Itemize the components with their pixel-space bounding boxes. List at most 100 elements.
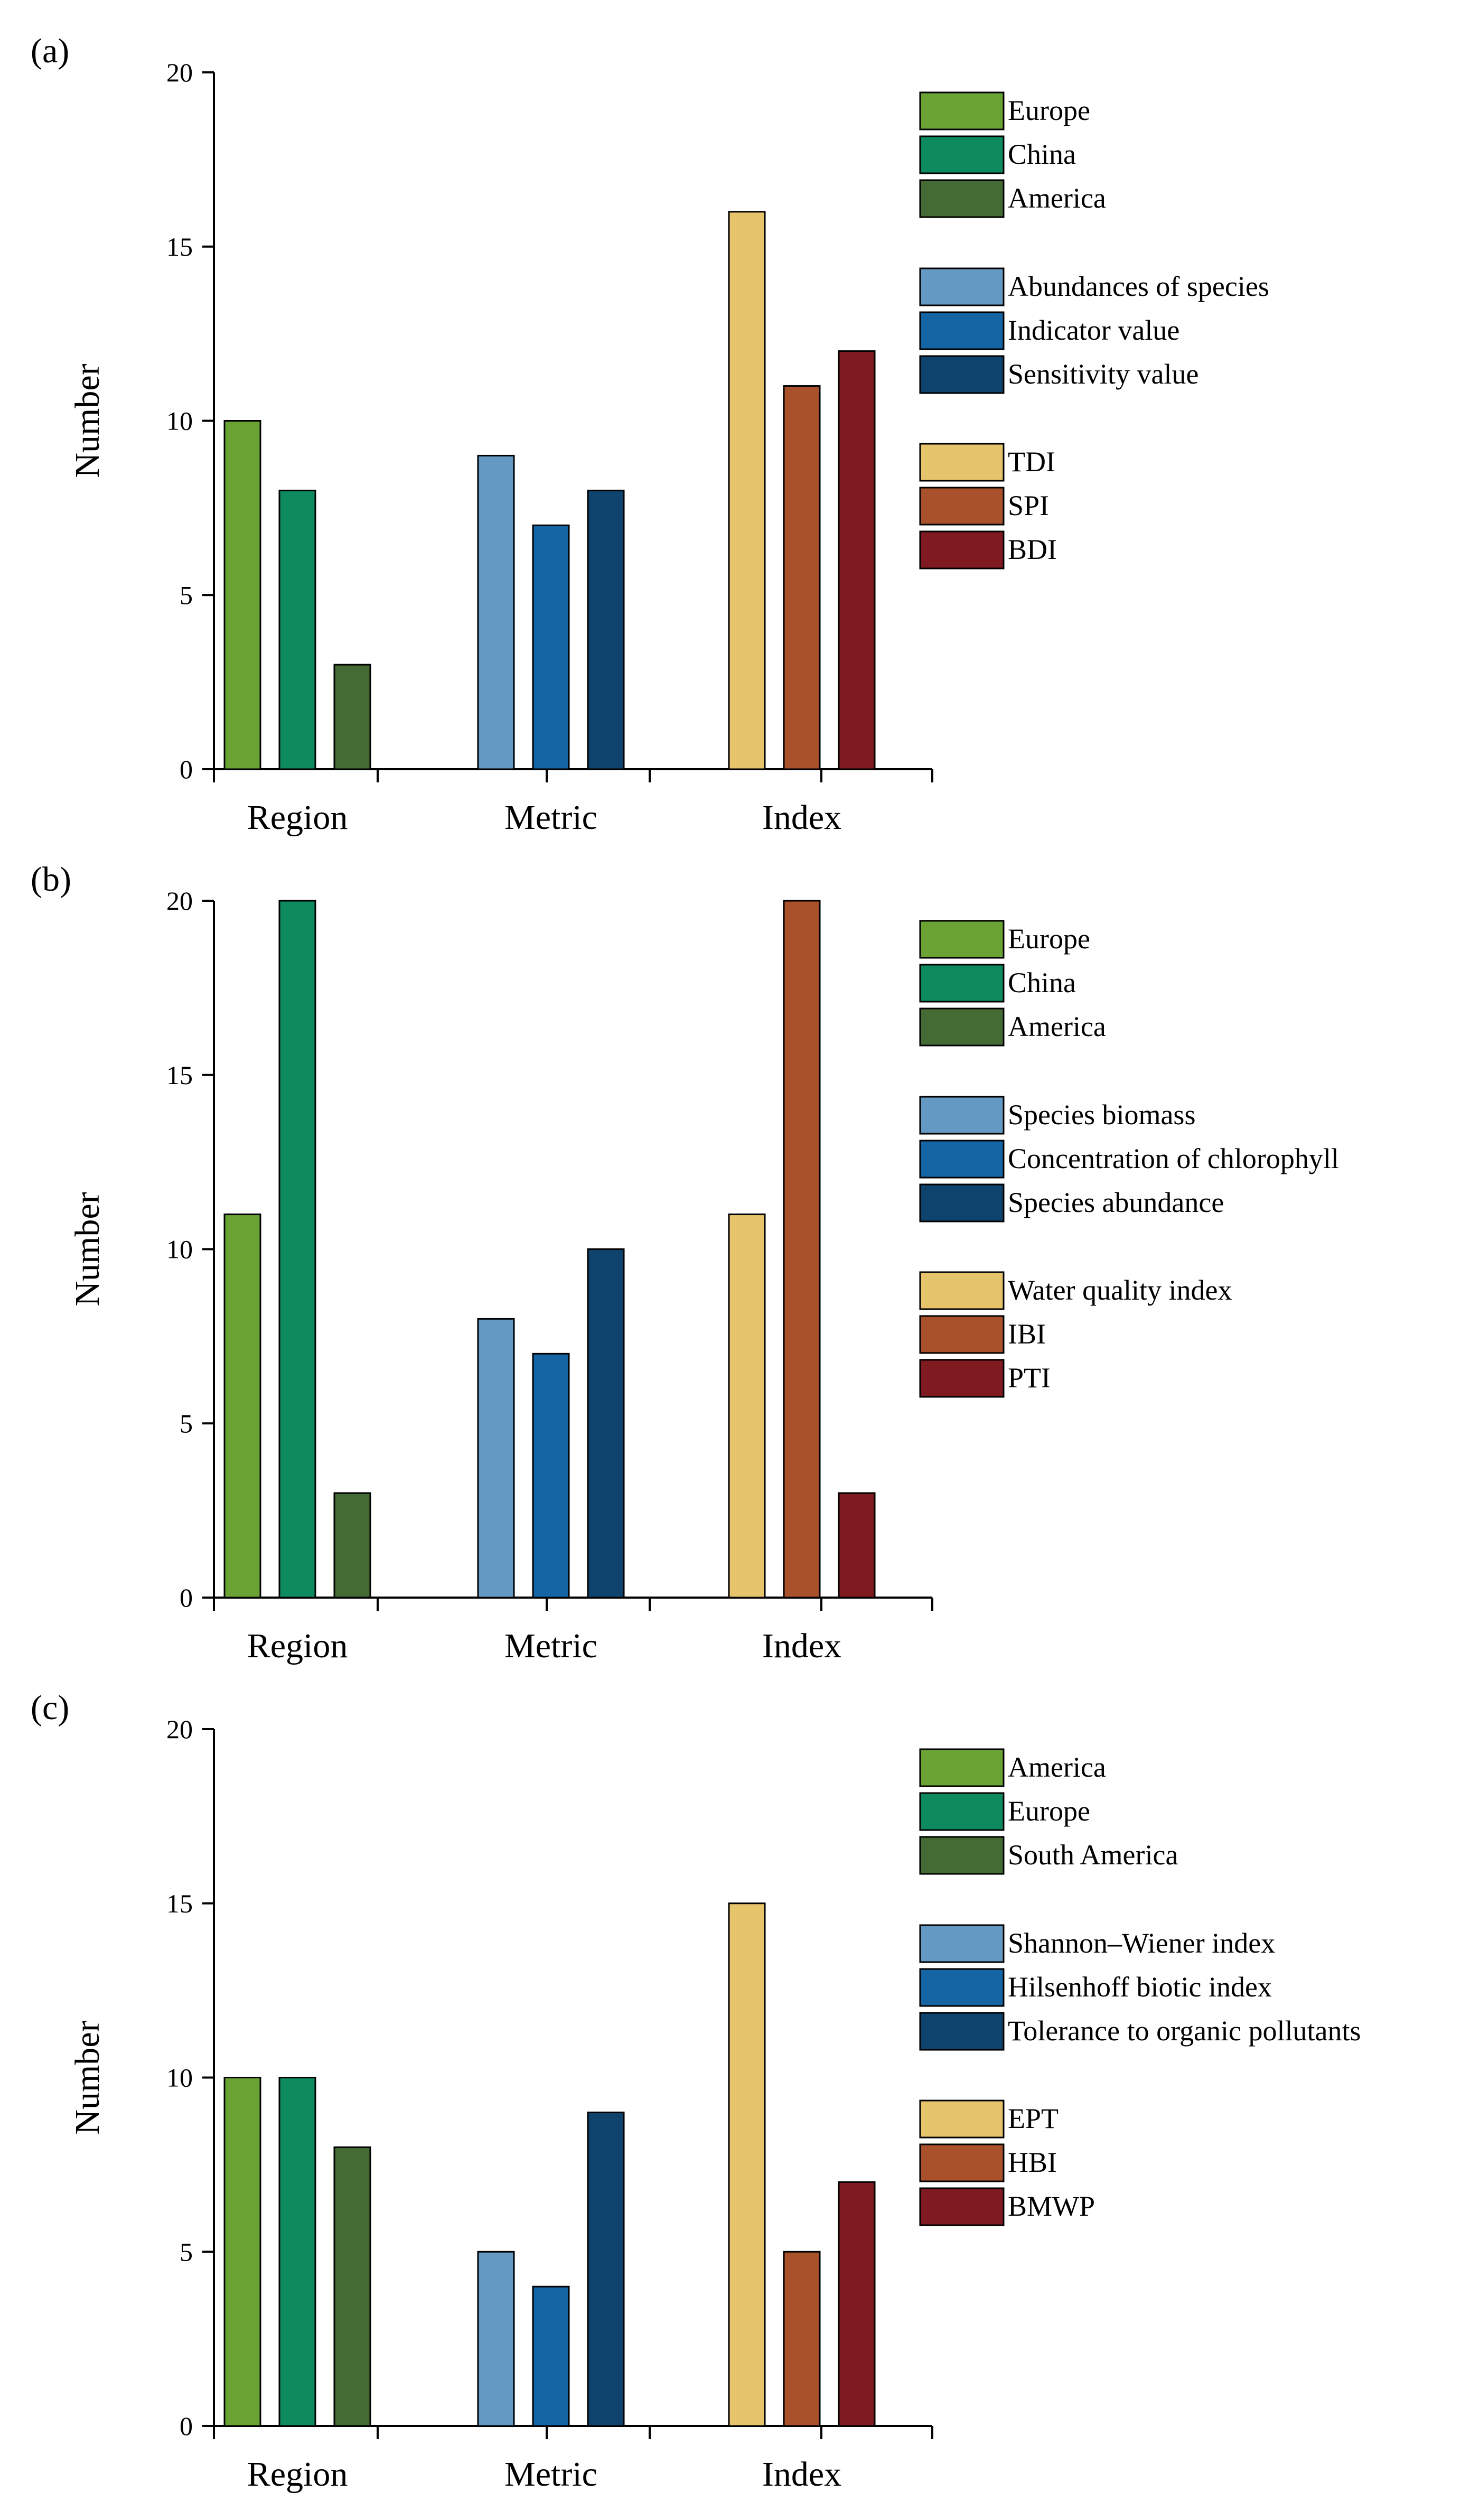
legend-label: TDI xyxy=(1008,446,1055,478)
x-category-label: Index xyxy=(762,2455,841,2494)
legend-label: China xyxy=(1008,138,1076,170)
legend-swatch xyxy=(919,487,1005,526)
bar-region-3 xyxy=(333,1492,371,1599)
y-tick-label: 0 xyxy=(180,1583,193,1612)
bar-region-1 xyxy=(223,2077,261,2427)
bar-metric-1 xyxy=(477,1318,515,1599)
legend-swatch xyxy=(919,1359,1005,1398)
chart-panel-2: (b) Number 0 5 10 15 20 Region Metric Index Europe… xyxy=(31,860,1339,1665)
legend-swatch xyxy=(919,1748,1005,1787)
y-tick-label: 0 xyxy=(180,754,193,784)
legend-swatch xyxy=(919,2012,1005,2051)
legend-label: SPI xyxy=(1008,490,1049,521)
bar-metric-2 xyxy=(532,524,570,770)
x-category-label: Region xyxy=(247,2455,348,2494)
y-tick-label: 20 xyxy=(166,58,193,87)
y-tick-label: 20 xyxy=(166,886,193,916)
bar-metric-2 xyxy=(532,1352,570,1599)
legend-swatch xyxy=(919,2187,1005,2226)
legend-swatch xyxy=(919,91,1005,130)
chart-panel-1: (a) Number 0 5 10 15 20 Region Metric Index Europe… xyxy=(31,32,1269,837)
legend-label: IBI xyxy=(1008,1318,1046,1350)
bar-index-1 xyxy=(728,1214,766,1599)
legend-swatch xyxy=(919,1140,1005,1179)
y-tick-label: 10 xyxy=(166,406,193,436)
x-category-label: Metric xyxy=(504,798,597,837)
legend-swatch xyxy=(919,1271,1005,1310)
legend-swatch xyxy=(919,267,1005,306)
legend-swatch xyxy=(919,1096,1005,1135)
legend-swatch xyxy=(919,311,1005,350)
legend-label: Hilsenhoff biotic index xyxy=(1008,1971,1272,2003)
legend-label: BMWP xyxy=(1008,2190,1095,2222)
legend-label: Indicator value xyxy=(1008,314,1179,346)
bar-index-2 xyxy=(783,385,821,770)
legend-label: South America xyxy=(1008,1839,1178,1871)
bar-region-2 xyxy=(278,900,316,1599)
bar-index-3 xyxy=(838,2181,876,2427)
legend-swatch xyxy=(919,443,1005,482)
legend-swatch xyxy=(919,1924,1005,1963)
legend-label: Europe xyxy=(1008,923,1090,955)
bar-region-1 xyxy=(223,420,261,770)
x-category-label: Index xyxy=(762,798,841,837)
y-axis-label: Number xyxy=(68,2020,107,2134)
legend-swatch xyxy=(919,1315,1005,1354)
x-category-label: Region xyxy=(247,1627,348,1665)
legend-label: BDI xyxy=(1008,534,1057,565)
legend-label: Species biomass xyxy=(1008,1099,1195,1131)
bar-index-1 xyxy=(728,1902,766,2427)
y-axis-label: Number xyxy=(68,363,107,478)
legend-swatch xyxy=(919,179,1005,218)
y-axis-label: Number xyxy=(68,1192,107,1306)
legend-label: China xyxy=(1008,967,1076,998)
legend-swatch xyxy=(919,920,1005,959)
legend-swatch xyxy=(919,1836,1005,1875)
bar-metric-2 xyxy=(532,2285,570,2427)
bar-metric-1 xyxy=(477,2251,515,2427)
legend-label: Sensitivity value xyxy=(1008,358,1198,390)
bar-metric-3 xyxy=(587,1248,625,1599)
x-category-label: Region xyxy=(247,798,348,837)
legend-swatch xyxy=(919,2143,1005,2182)
bar-region-3 xyxy=(333,2146,371,2427)
y-tick-label: 10 xyxy=(166,1235,193,1264)
bar-region-2 xyxy=(278,2077,316,2427)
legend-swatch xyxy=(919,964,1005,1003)
legend-swatch xyxy=(919,1968,1005,2007)
panel-label: (c) xyxy=(31,1688,69,1727)
legend-label: Europe xyxy=(1008,1795,1090,1827)
bar-index-1 xyxy=(728,211,766,770)
bar-metric-3 xyxy=(587,489,625,770)
legend-label: Abundances of species xyxy=(1008,270,1269,302)
y-tick-label: 15 xyxy=(166,1060,193,1090)
y-tick-label: 10 xyxy=(166,2063,193,2093)
legend-label: Tolerance to organic pollutants xyxy=(1008,2015,1361,2047)
y-tick-label: 15 xyxy=(166,1889,193,1918)
y-tick-label: 20 xyxy=(166,1714,193,1744)
bar-index-2 xyxy=(783,900,821,1599)
bar-index-3 xyxy=(838,1492,876,1599)
legend-swatch xyxy=(919,355,1005,394)
y-tick-label: 5 xyxy=(180,2237,193,2266)
x-category-label: Metric xyxy=(504,2455,597,2494)
x-category-label: Metric xyxy=(504,1627,597,1665)
legend-label: Europe xyxy=(1008,95,1090,126)
bar-region-2 xyxy=(278,489,316,770)
y-tick-label: 5 xyxy=(180,580,193,610)
legend-label: EPT xyxy=(1008,2103,1059,2134)
legend-label: Species abundance xyxy=(1008,1187,1224,1218)
bar-index-2 xyxy=(783,2251,821,2427)
bar-index-3 xyxy=(838,350,876,770)
legend-swatch xyxy=(919,1007,1005,1047)
bar-region-1 xyxy=(223,1214,261,1599)
legend-swatch xyxy=(919,1183,1005,1222)
panel-label: (b) xyxy=(31,860,71,899)
legend-label: HBI xyxy=(1008,2146,1057,2178)
bar-region-3 xyxy=(333,664,371,770)
legend-label: America xyxy=(1008,1751,1106,1783)
bar-metric-3 xyxy=(587,2111,625,2427)
x-category-label: Index xyxy=(762,1627,841,1665)
bar-metric-1 xyxy=(477,454,515,770)
